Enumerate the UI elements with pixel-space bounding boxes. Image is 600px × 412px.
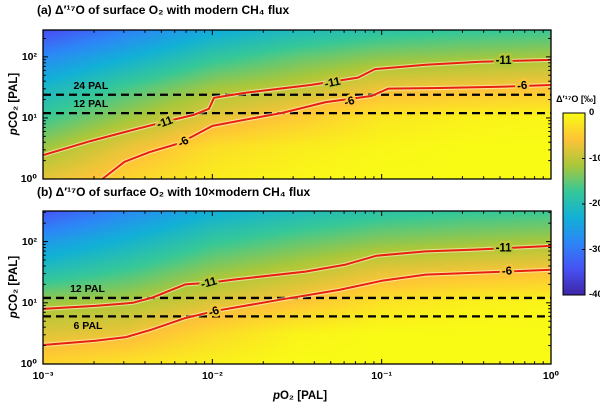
y-tick-label: 10⁰	[20, 358, 37, 370]
contour-label: -11	[200, 275, 219, 291]
contour-line-halo	[42, 243, 552, 311]
axes-frame-b	[42, 210, 552, 365]
contour-line--11	[42, 58, 552, 157]
y-tick-label: 10²	[21, 50, 37, 63]
x-tick-label: 10⁻¹	[371, 370, 393, 382]
colorbar-gradient	[563, 113, 585, 295]
colorbar-tick-label: -40	[589, 289, 600, 300]
y-axis-label-a: pCO₂ [PAL]	[8, 72, 20, 136]
colorbar-tick-label: -10	[589, 152, 600, 164]
contour-line--6	[42, 268, 552, 346]
contour-label: -6	[516, 80, 527, 93]
x-tick-label: 10⁻³	[32, 370, 54, 382]
contour-line-halo	[42, 267, 552, 348]
y-tick-label: 10¹	[21, 111, 37, 124]
ref-line-label: 12 PAL	[70, 282, 105, 295]
x-tick-label: 10⁻²	[201, 370, 223, 382]
colorbar-tick-label: 0	[589, 107, 595, 118]
ref-line-label: 12 PAL	[73, 98, 109, 111]
contour-line--11	[42, 244, 552, 310]
panel-b-title: (b) Δ′¹⁷O of surface O₂ with 10×modern C…	[37, 185, 311, 199]
x-axis-label: pO₂ [PAL]	[272, 390, 328, 402]
colorbar-label: Δ′¹⁷O [‰]	[556, 94, 596, 104]
axes-frame-a	[42, 29, 552, 180]
y-axis-label-b: pCO₂ [PAL]	[8, 255, 20, 319]
panel-a-title: (a) Δ′¹⁷O of surface O₂ with modern CH₄ …	[37, 3, 290, 17]
ref-line-label: 6 PAL	[73, 320, 103, 333]
panel-a-heatmap	[43, 30, 551, 179]
colorbar-tick-label: -20	[589, 198, 600, 209]
contour-label: -6	[501, 265, 512, 278]
contour-label: -11	[323, 75, 342, 90]
y-tick-label: 10⁰	[20, 173, 37, 185]
colorbar-frame	[562, 112, 586, 296]
contour-label: -11	[155, 114, 175, 131]
contour-label: -11	[496, 242, 513, 254]
y-tick-label: 10²	[21, 235, 37, 248]
y-tick-label: 10¹	[21, 296, 37, 309]
contour-line--6	[101, 84, 552, 180]
contour-line-halo	[101, 82, 552, 181]
contour-label: -11	[496, 55, 513, 67]
colorbar-tick-label: -30	[589, 243, 600, 255]
ref-line-label: 24 PAL	[73, 79, 109, 92]
x-tick-label: 10⁰	[542, 370, 560, 382]
